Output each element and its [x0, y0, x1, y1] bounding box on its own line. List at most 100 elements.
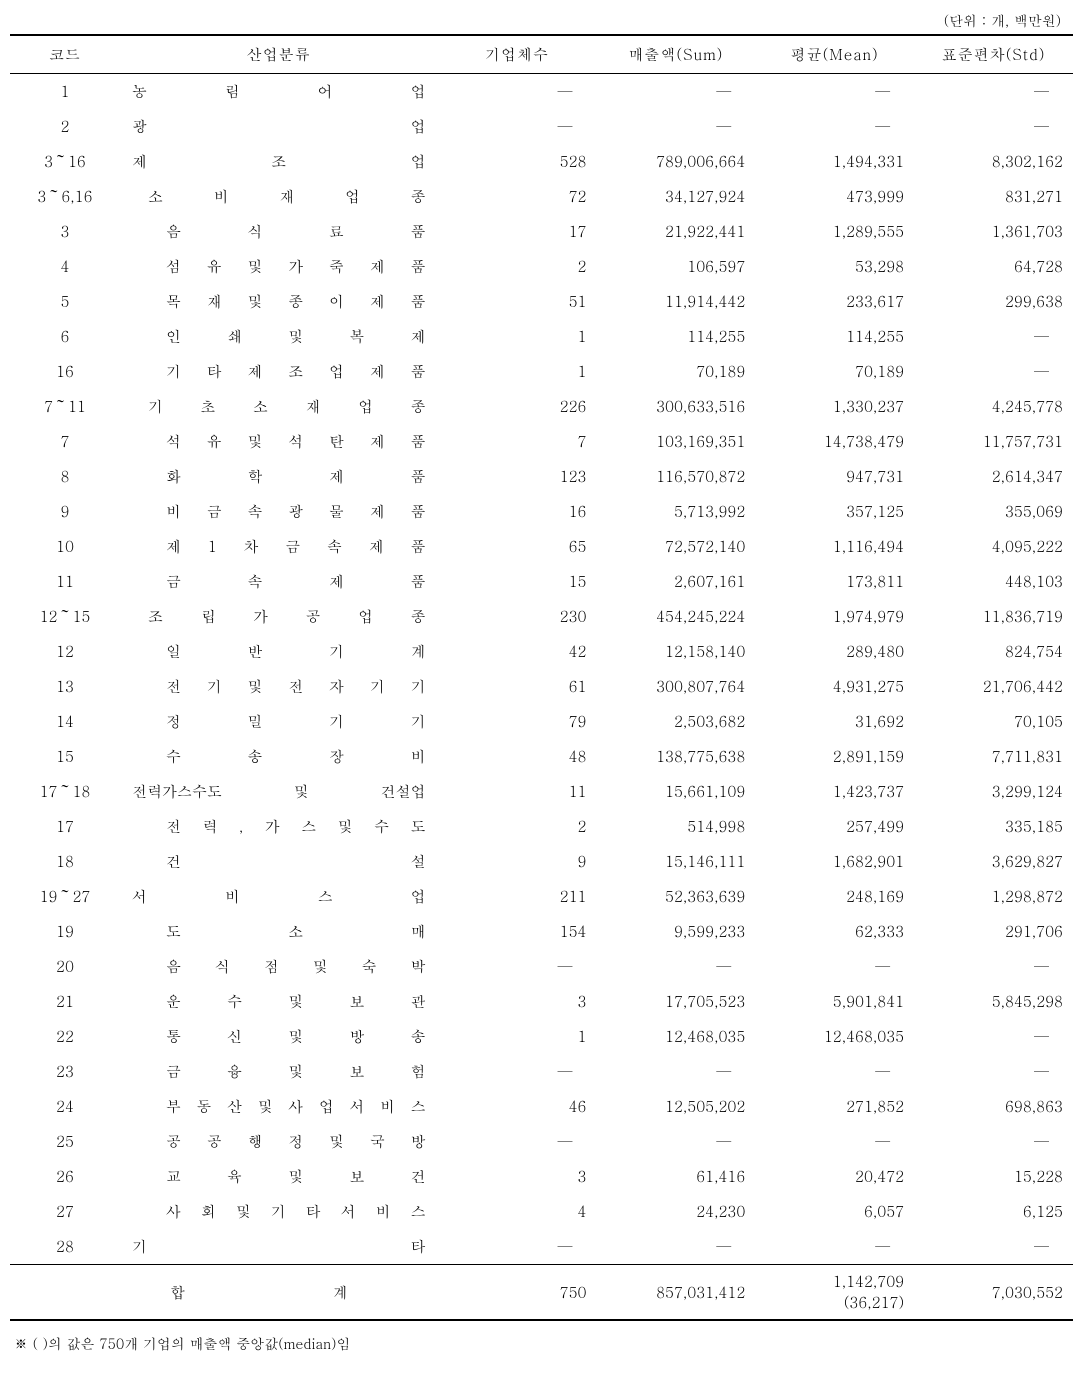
table-row: 3～16제 조 업528789,006,6641,494,3318,302,16… — [10, 144, 1073, 179]
cell-mean: 1,289,555 — [755, 214, 914, 249]
cell-code: 3～16 — [10, 144, 120, 179]
cell-sum: 12,158,140 — [596, 634, 755, 669]
cell-mean: 1,116,494 — [755, 529, 914, 564]
unit-label: (단위 : 개, 백만원) — [10, 10, 1073, 30]
cell-code: 24 — [10, 1089, 120, 1124]
cell-count: 211 — [438, 879, 597, 914]
cell-mean: 257,499 — [755, 809, 914, 844]
cell-count: 51 — [438, 284, 597, 319]
table-header-row: 코드 산업분류 기업체수 매출액(Sum) 평균(Mean) 표준편차(Std) — [10, 35, 1073, 74]
cell-sum: 12,505,202 — [596, 1089, 755, 1124]
cell-mean: 947,731 — [755, 459, 914, 494]
total-code — [10, 1265, 120, 1321]
cell-count: 154 — [438, 914, 597, 949]
cell-mean: 271,852 — [755, 1089, 914, 1124]
cell-mean: 70,189 — [755, 354, 914, 389]
cell-std: 4,245,778 — [914, 389, 1073, 424]
header-count: 기업체수 — [438, 35, 597, 74]
cell-code: 10 — [10, 529, 120, 564]
cell-sum: 11,914,442 — [596, 284, 755, 319]
cell-mean: 20,472 — [755, 1159, 914, 1194]
cell-mean: 1,423,737 — [755, 774, 914, 809]
cell-code: 25 — [10, 1124, 120, 1159]
cell-code: 4 — [10, 249, 120, 284]
cell-std: 15,228 — [914, 1159, 1073, 1194]
cell-code: 21 — [10, 984, 120, 1019]
cell-category: 석 유 및 석 탄 제 품 — [120, 424, 438, 459]
table-row: 7석 유 및 석 탄 제 품7103,169,35114,738,47911,7… — [10, 424, 1073, 459]
cell-sum: 52,363,639 — [596, 879, 755, 914]
cell-std: 21,706,442 — [914, 669, 1073, 704]
header-mean: 평균(Mean) — [755, 35, 914, 74]
cell-count: 2 — [438, 809, 597, 844]
cell-category: 조 립 가 공 업 종 — [120, 599, 438, 634]
cell-std: 355,069 — [914, 494, 1073, 529]
cell-sum: 2,607,161 — [596, 564, 755, 599]
table-row: 5목 재 및 종 이 제 품5111,914,442233,617299,638 — [10, 284, 1073, 319]
cell-code: 12 — [10, 634, 120, 669]
cell-category: 서 비 스 업 — [120, 879, 438, 914]
cell-category: 수 송 장 비 — [120, 739, 438, 774]
cell-code: 11 — [10, 564, 120, 599]
cell-count: 65 — [438, 529, 597, 564]
cell-std: — — [914, 1229, 1073, 1265]
cell-code: 7～11 — [10, 389, 120, 424]
cell-std: 64,728 — [914, 249, 1073, 284]
cell-mean: 173,811 — [755, 564, 914, 599]
cell-category: 금 속 제 품 — [120, 564, 438, 599]
table-row: 23금 융 및 보 험———— — [10, 1054, 1073, 1089]
cell-category: 목 재 및 종 이 제 품 — [120, 284, 438, 319]
cell-std: 1,361,703 — [914, 214, 1073, 249]
table-row: 20음 식 점 및 숙 박———— — [10, 949, 1073, 984]
cell-count: 72 — [438, 179, 597, 214]
cell-std: — — [914, 109, 1073, 144]
cell-code: 3 — [10, 214, 120, 249]
cell-code: 15 — [10, 739, 120, 774]
table-row: 27사 회 및 기 타 서 비 스424,2306,0576,125 — [10, 1194, 1073, 1229]
table-row: 19도 소 매1549,599,23362,333291,706 — [10, 914, 1073, 949]
cell-mean: — — [755, 1229, 914, 1265]
cell-mean: 248,169 — [755, 879, 914, 914]
cell-mean: 4,931,275 — [755, 669, 914, 704]
cell-code: 6 — [10, 319, 120, 354]
cell-category: 섬 유 및 가 죽 제 품 — [120, 249, 438, 284]
header-sum: 매출액(Sum) — [596, 35, 755, 74]
table-row: 28기 타———— — [10, 1229, 1073, 1265]
cell-category: 화 학 제 품 — [120, 459, 438, 494]
cell-category: 음 식 료 품 — [120, 214, 438, 249]
cell-count: — — [438, 949, 597, 984]
cell-sum: 116,570,872 — [596, 459, 755, 494]
cell-code: 26 — [10, 1159, 120, 1194]
cell-std: 3,299,124 — [914, 774, 1073, 809]
cell-sum: 15,661,109 — [596, 774, 755, 809]
cell-std: 291,706 — [914, 914, 1073, 949]
table-row: 6인 쇄 및 복 제1114,255114,255— — [10, 319, 1073, 354]
cell-mean: 2,891,159 — [755, 739, 914, 774]
cell-std: — — [914, 1054, 1073, 1089]
cell-sum: 300,807,764 — [596, 669, 755, 704]
cell-count: 7 — [438, 424, 597, 459]
cell-mean: — — [755, 109, 914, 144]
table-row: 2광 업———— — [10, 109, 1073, 144]
cell-category: 전 기 및 전 자 기 기 — [120, 669, 438, 704]
cell-sum: 15,146,111 — [596, 844, 755, 879]
cell-count: 42 — [438, 634, 597, 669]
cell-count: 61 — [438, 669, 597, 704]
cell-std: 335,185 — [914, 809, 1073, 844]
cell-sum: 72,572,140 — [596, 529, 755, 564]
cell-sum: — — [596, 1229, 755, 1265]
cell-sum: 34,127,924 — [596, 179, 755, 214]
cell-category: 제 1 차 금 속 제 품 — [120, 529, 438, 564]
cell-count: 528 — [438, 144, 597, 179]
cell-code: 17 — [10, 809, 120, 844]
cell-count: 16 — [438, 494, 597, 529]
cell-category: 기 타 제 조 업 제 품 — [120, 354, 438, 389]
cell-count: 9 — [438, 844, 597, 879]
cell-mean: 62,333 — [755, 914, 914, 949]
cell-std: 70,105 — [914, 704, 1073, 739]
cell-category: 운 수 및 보 관 — [120, 984, 438, 1019]
cell-category: 통 신 및 방 송 — [120, 1019, 438, 1054]
cell-sum: 61,416 — [596, 1159, 755, 1194]
cell-sum: 138,775,638 — [596, 739, 755, 774]
total-count: 750 — [438, 1265, 597, 1321]
